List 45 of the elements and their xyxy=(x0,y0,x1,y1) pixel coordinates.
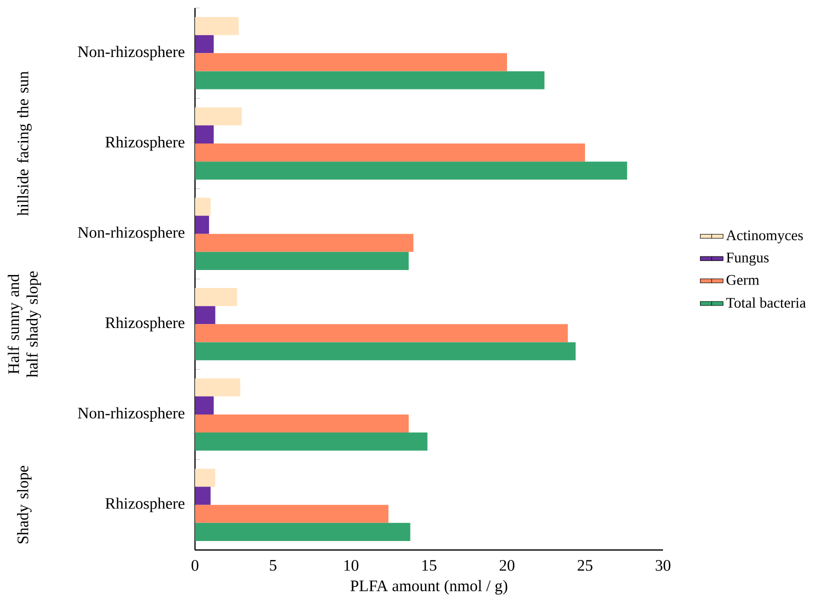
legend-label: Actinomyces xyxy=(726,230,803,244)
x-tick-label: 10 xyxy=(344,560,358,571)
y-tick-label: Non-rhizosphere xyxy=(78,226,184,242)
bar xyxy=(195,17,239,36)
bar xyxy=(195,486,211,505)
y-tick-label: Non-rhizosphere xyxy=(78,407,184,422)
x-tick-label: 0 xyxy=(192,560,198,571)
bar xyxy=(195,143,585,162)
y-tick-label: Non-rhizosphere xyxy=(78,46,184,60)
x-tick-label: 25 xyxy=(578,560,592,571)
legend-label: Total bacteria xyxy=(726,297,806,308)
bar xyxy=(195,432,428,451)
legend-label: Germ xyxy=(726,275,760,285)
x-tick-label: 15 xyxy=(422,560,436,571)
text: Shady slope xyxy=(17,466,32,544)
bar xyxy=(195,342,576,360)
bar xyxy=(195,288,238,306)
text: hillside facing the sun xyxy=(16,71,32,216)
bar xyxy=(195,162,628,180)
bar xyxy=(195,216,210,234)
bar xyxy=(195,198,211,216)
bar xyxy=(195,35,214,54)
text: Half sunny and half shady slope xyxy=(8,271,42,378)
bar xyxy=(195,252,409,270)
bar xyxy=(195,522,410,541)
x-tick-label: 30 xyxy=(656,560,670,571)
y-tick-label: Rhizosphere xyxy=(105,136,184,151)
bar xyxy=(195,396,214,414)
bar xyxy=(195,324,568,342)
bar xyxy=(195,468,216,487)
legend-label: Fungus xyxy=(726,252,769,266)
bar xyxy=(195,414,409,433)
bar xyxy=(195,378,240,396)
x-tick-label: 20 xyxy=(500,560,514,571)
bar xyxy=(195,53,507,72)
bar xyxy=(195,125,214,144)
y-tick-label: Rhizosphere xyxy=(105,316,184,332)
x-tick-label: 5 xyxy=(270,560,276,571)
x-axis-title: PLFA amount (nmol / g) xyxy=(350,580,508,595)
bar xyxy=(195,306,216,324)
bar xyxy=(195,504,388,523)
bar xyxy=(195,234,414,252)
bar xyxy=(195,107,242,126)
y-tick-label: Rhizosphere xyxy=(105,498,184,512)
bar xyxy=(195,71,544,90)
